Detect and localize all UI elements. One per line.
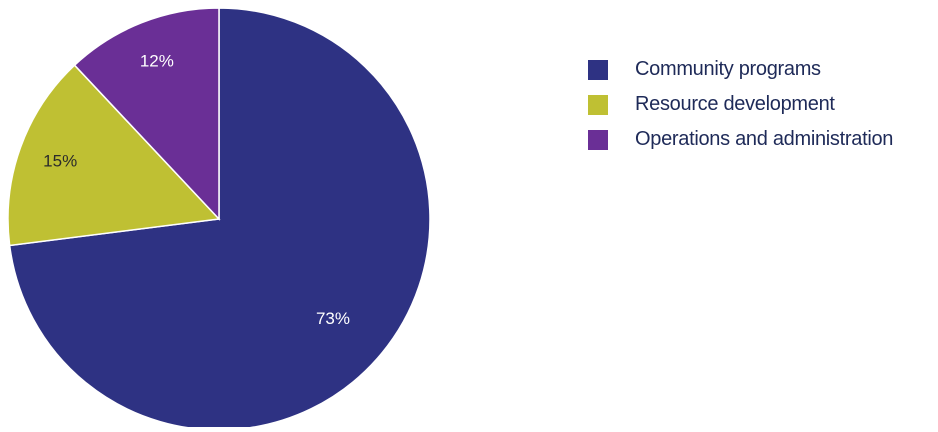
legend-swatch-operations-and-administration [588,129,608,150]
legend-item-operations-and-administration: Operations and administration [588,122,936,157]
pie-slices [7,7,431,431]
legend-label-operations-and-administration: Operations and administration [635,128,894,150]
legend-swatch-community-programs [588,59,608,80]
legend-item-resource-development: Resource development [588,87,936,122]
data-label-resource-development: 15% [43,151,77,170]
data-label-operations-and-administration: 12% [140,52,174,71]
pie-data-labels: 73% 15% 12% [43,52,350,328]
legend-item-community-programs: Community programs [588,52,936,87]
chart-legend: Community programs Resource development … [588,52,936,157]
legend-label-resource-development: Resource development [635,93,835,115]
pie-slice-operations-and-administration [73,7,220,221]
pie-slice-resource-development [7,64,221,247]
data-label-community-programs: 73% [316,309,350,328]
legend-label-community-programs: Community programs [635,58,821,80]
legend-swatch-resource-development [588,94,608,115]
